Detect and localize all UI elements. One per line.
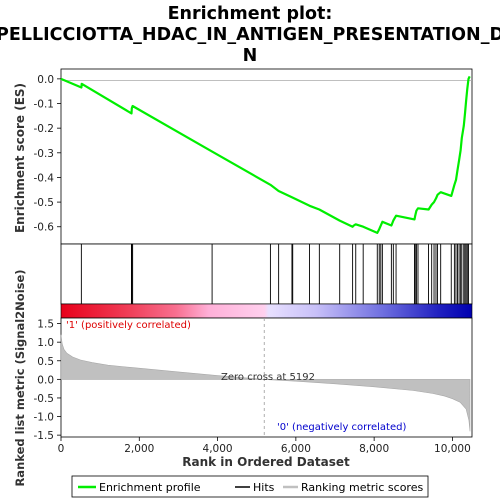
legend-hits-label: Hits (253, 481, 275, 494)
x-tick-label: 8,000 (359, 443, 389, 455)
rank-color-bar (60, 303, 473, 319)
hits-panel-frame (60, 243, 473, 305)
positive-correlation-label: '1' (positively correlated) (66, 320, 191, 331)
metric-y-tick-label: 0.5 (37, 356, 54, 368)
x-tick-label: 2,000 (124, 443, 154, 455)
chart-title-line-3: N (243, 46, 258, 66)
es-panel-frame (60, 68, 473, 245)
x-tick-label: 0 (58, 443, 65, 455)
hit-marks (80, 244, 469, 304)
es-y-ticks: 0.0 -0.1 -0.2 -0.3 -0.4 -0.5 -0.6 (34, 74, 61, 234)
metric-y-tick-label: -0.5 (34, 393, 55, 405)
es-y-axis-label: Enrichment score (ES) (13, 83, 27, 233)
metric-y-ticks: 1.5 1.0 0.5 0.0 -0.5 -1.0 -1.5 (34, 319, 61, 442)
es-y-tick-label: -0.5 (34, 197, 55, 209)
ranking-metric-area (60, 334, 471, 432)
metric-y-tick-label: -1.5 (34, 430, 55, 442)
es-y-tick-label: -0.3 (34, 148, 55, 160)
x-axis-label: Rank in Ordered Dataset (182, 455, 350, 469)
metric-y-tick-label: 1.0 (37, 337, 54, 349)
es-y-tick-label: -0.4 (34, 172, 55, 184)
x-tick-label: 10,000 (434, 443, 471, 455)
metric-y-tick-label: 1.5 (37, 319, 54, 331)
negative-correlation-label: '0' (negatively correlated) (277, 422, 406, 433)
legend-enrichment-label: Enrichment profile (99, 481, 201, 494)
es-y-tick-label: -0.6 (34, 222, 55, 234)
es-y-tick-label: -0.1 (34, 99, 55, 111)
es-y-tick-label: 0.0 (37, 74, 54, 86)
chart-title-line-2: PELLICCIOTTA_HDAC_IN_ANTIGEN_PRESENTATIO… (0, 25, 500, 45)
x-axis-ticks: 0 2,000 4,000 6,000 8,000 10,000 (58, 437, 471, 455)
metric-y-tick-label: 0.0 (37, 374, 54, 386)
zero-cross-annotation: Zero cross at 5192 (221, 372, 315, 383)
x-tick-label: 6,000 (281, 443, 311, 455)
enrichment-profile-line (60, 75, 471, 234)
metric-y-axis-label: Ranked list metric (Signal2Noise) (13, 269, 27, 486)
metric-y-tick-label: -1.0 (34, 412, 55, 424)
x-tick-label: 4,000 (203, 443, 233, 455)
chart-title-line-1: Enrichment plot: (168, 4, 333, 24)
es-y-tick-label: -0.2 (34, 123, 55, 135)
legend-metric-label: Ranking metric scores (301, 481, 423, 494)
